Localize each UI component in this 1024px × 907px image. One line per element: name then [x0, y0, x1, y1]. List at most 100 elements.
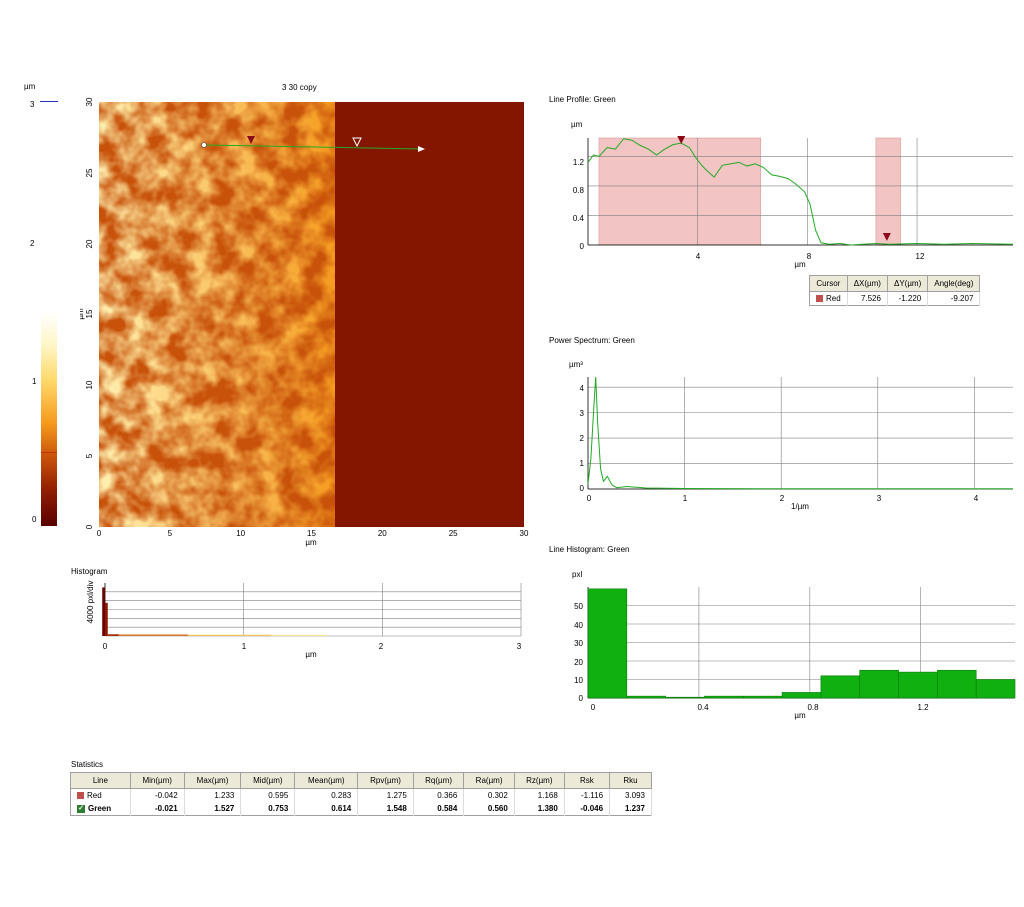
power-spectrum-x-tick: 2 [780, 494, 785, 503]
line-profile-y-tick: 0.8 [573, 186, 585, 195]
cursor-red-swatch [816, 295, 823, 303]
stats-cell: 0.595 [240, 788, 296, 802]
stats-cell: 0.366 [413, 788, 465, 802]
svg-text:0: 0 [85, 524, 94, 529]
stats-cell: 0.283 [294, 788, 359, 802]
cursor-name: Red [826, 294, 841, 303]
cursor-marker-filled[interactable] [247, 136, 255, 144]
line-histogram-x-tick: 1.2 [917, 703, 929, 712]
cursor-table-row[interactable]: Red 7.526 -1.220 -9.207 [809, 291, 981, 306]
cursor-marker-hollow[interactable] [352, 137, 362, 148]
power-spectrum-panel: µm³ 4 3 2 1 0 0 1 2 3 4 1/µm [569, 360, 1013, 511]
line-profile-y-tick: 1.2 [573, 158, 585, 167]
histogram-bar [859, 669, 899, 699]
stats-header: Rq(µm) [412, 772, 465, 789]
svg-text:10: 10 [85, 380, 94, 389]
statistics-header-row: Line Min(µm) Max(µm) Mid(µm) Mean(µm) Rp… [70, 772, 652, 789]
svg-text:15: 15 [307, 529, 316, 538]
svg-text:10: 10 [236, 529, 245, 538]
colorbar-gradient[interactable] [41, 312, 57, 526]
stats-cell: 1.275 [357, 788, 414, 802]
line-histogram-x-unit: µm [794, 711, 806, 720]
cursor-region[interactable] [598, 137, 762, 246]
stats-header: Rpv(µm) [357, 772, 414, 789]
stats-cell: 1.233 [184, 788, 242, 802]
histogram-bar [975, 679, 1016, 699]
svg-text:µm: µm [80, 308, 85, 320]
power-spectrum-x-tick: 4 [974, 494, 979, 503]
stats-header: Rz(µm) [513, 772, 565, 789]
power-spectrum-x-tick: 3 [877, 494, 882, 503]
stats-header: Line [70, 772, 131, 789]
stats-header: Min(µm) [129, 772, 185, 789]
afm-image-panel: 0 5 10 15 20 25 30 µm 0 5 10 15 20 25 30… [80, 97, 529, 547]
histogram-bar [665, 696, 705, 699]
svg-text:20: 20 [378, 529, 387, 538]
line-profile-cursor-markers[interactable] [677, 136, 891, 241]
line-histogram-y-unit: pxl [572, 570, 582, 579]
line-profile-grid [587, 138, 1013, 246]
stats-cell: 1.548 [357, 802, 414, 816]
line-histogram-panel: pxl 50 40 30 20 10 0 0 0.4 0.8 1.2 µm [572, 570, 1016, 720]
stats-cell: -0.046 [564, 802, 611, 816]
stats-line-name: Red [87, 791, 102, 800]
image-title: 3 30 copy [282, 83, 317, 92]
line-profile-panel: µm 1.2 0.8 0.4 0 4 8 12 µm [571, 120, 1014, 269]
line-profile-x-unit: µm [794, 260, 806, 269]
histogram-bar [105, 602, 108, 636]
cursor-marker-triangle [677, 136, 686, 144]
line-profile-y-tick: 0.4 [573, 214, 585, 223]
cursor-table-header: Cursor [809, 275, 848, 292]
colorbar-tick-2: 2 [30, 239, 35, 248]
line-histogram-y-tick: 20 [574, 658, 583, 667]
colorbar-tick-1: 1 [32, 377, 37, 386]
stats-cell: 0.302 [463, 788, 515, 802]
line-profile-x-tick: 8 [807, 252, 812, 261]
svg-text:30: 30 [85, 97, 94, 106]
histogram-bar [118, 634, 189, 636]
colorbar-low-marker[interactable] [41, 452, 57, 453]
stats-cell: 1.527 [184, 802, 242, 816]
stats-header: Rku [609, 772, 652, 789]
cursor-dx: 7.526 [847, 291, 888, 306]
cursor-marker-triangle [882, 233, 891, 241]
histogram-panel: 4000 pxl/div 0 1 2 3 µm [86, 581, 522, 659]
power-spectrum-grid [587, 377, 1013, 490]
colorbar-tick-3: 3 [30, 100, 35, 109]
power-spectrum-curve [587, 376, 1013, 490]
stats-header: Mid(µm) [240, 772, 296, 789]
power-spectrum-y-tick: 3 [580, 409, 585, 418]
cursor-region[interactable] [875, 137, 901, 246]
colorbar-max-marker[interactable] [40, 101, 58, 102]
svg-text:5: 5 [85, 453, 94, 458]
histogram-bar [587, 588, 628, 699]
histogram-bar [271, 634, 327, 636]
afm-bright-texture [99, 102, 339, 527]
line-profile-curve [587, 138, 1014, 246]
profile-line-end-arrow[interactable] [418, 146, 425, 152]
statistics-row-green[interactable]: ✓ Green -0.021 1.527 0.753 0.614 1.548 0.… [70, 802, 652, 816]
power-spectrum-y-tick: 4 [580, 384, 585, 393]
cursor-table: Cursor ΔX(µm) ΔY(µm) Angle(deg) Red 7.52… [809, 275, 981, 306]
statistics-title: Statistics [71, 760, 104, 769]
line-histogram-y-tick: 30 [574, 639, 583, 648]
profile-line[interactable] [203, 144, 423, 150]
stats-header: Rsk [563, 772, 611, 789]
line-profile-cursor-regions[interactable] [598, 137, 901, 246]
svg-text:25: 25 [85, 168, 94, 177]
line-histogram-title: Line Histogram: Green [549, 545, 630, 554]
checkbox-checked-icon[interactable]: ✓ [77, 804, 85, 813]
line-histogram-x-tick: 0.4 [697, 703, 709, 712]
power-spectrum-x-unit: 1/µm [791, 502, 809, 511]
statistics-row-red[interactable]: Red -0.042 1.233 0.595 0.283 1.275 0.366… [70, 788, 652, 802]
line-profile-y-tick: 0 [580, 242, 585, 251]
histogram-bar [102, 587, 105, 636]
histogram-bar [742, 695, 783, 699]
histogram-y-label: 4000 pxl/div [86, 581, 95, 624]
cursor-angle: -9.207 [927, 291, 981, 306]
power-spectrum-x-tick: 0 [587, 494, 592, 503]
profile-line-start-handle[interactable] [201, 142, 207, 148]
svg-text:µm: µm [305, 538, 317, 547]
stats-cell: -0.021 [130, 802, 185, 816]
histogram-bar [820, 675, 861, 699]
